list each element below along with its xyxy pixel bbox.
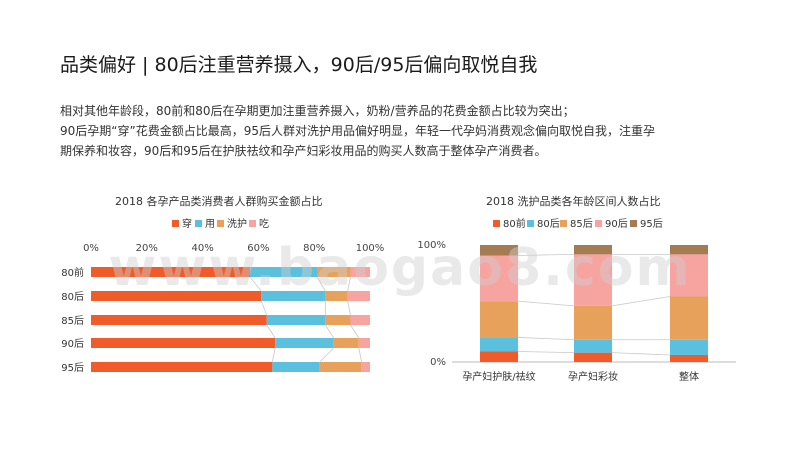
series-connector (517, 337, 575, 341)
column-segment (574, 305, 612, 340)
legend-label: 85后 (570, 218, 593, 230)
series-connector (260, 300, 268, 316)
series-connector (347, 300, 351, 316)
series-connector (319, 347, 335, 363)
y-tick-label: 90后 (61, 338, 84, 350)
legend-swatch (217, 220, 224, 227)
column-segment (480, 301, 518, 338)
series-connector (249, 276, 262, 292)
page-title: 品类偏好 | 80后注重营养摄入，90后/95后偏向取悦自我 (60, 54, 538, 76)
column-segment (480, 255, 518, 302)
bar-segment (316, 267, 351, 277)
bar-segment (325, 291, 348, 301)
column-segment (670, 296, 708, 340)
series-connector (266, 324, 276, 339)
description-line: 90后孕期“穿”花费金额占比最高，95后人群对洗护用品偏好明显，年轻一代孕妈消费… (60, 124, 655, 138)
column-segment (574, 254, 612, 306)
series-connector (517, 300, 575, 307)
legend-label: 穿 (182, 217, 192, 230)
x-tick-label: 0% (83, 243, 99, 254)
legend-label: 80后 (537, 218, 560, 230)
column-segment (670, 339, 708, 355)
bar-segment (347, 291, 370, 301)
legend-swatch (560, 220, 567, 227)
bar-segment (91, 362, 273, 372)
series-connector (358, 347, 363, 363)
y-tick-label: 0% (430, 357, 446, 368)
column-segment (480, 245, 518, 256)
legend-swatch (493, 220, 500, 227)
series-connector (611, 352, 671, 356)
series-connector (350, 324, 360, 339)
series-connector (325, 324, 335, 339)
description-line: 期保养和妆容，90后和95后在护肤祛纹和孕产妇彩妆用品的购买人数高于整体孕产消费… (60, 144, 547, 158)
bar-segment (266, 315, 326, 325)
bar-segment (350, 315, 370, 325)
legend-swatch (249, 220, 256, 227)
bar-segment (325, 315, 351, 325)
x-tick-label: 整体 (679, 370, 699, 383)
column-segment (574, 339, 612, 353)
bar-segment (91, 291, 262, 301)
series-connector (347, 276, 351, 292)
bar-segment (250, 267, 317, 277)
series-connector (271, 347, 276, 363)
legend-label: 吃 (259, 217, 269, 230)
y-tick-label: 95后 (61, 362, 84, 374)
y-tick-label: 80前 (61, 266, 84, 279)
legend-swatch (595, 220, 602, 227)
column-segment (480, 337, 518, 352)
x-tick-label: 孕产妇护肤/祛纹 (462, 370, 535, 383)
column-segment (574, 245, 612, 255)
x-tick-label: 孕产妇彩妆 (568, 370, 618, 383)
series-connector (517, 351, 575, 354)
column-segment (574, 352, 612, 362)
series-connector (517, 253, 575, 256)
column-segment (670, 254, 708, 297)
legend-label: 80前 (503, 217, 526, 230)
bar-segment (272, 362, 320, 372)
x-tick-label: 20% (136, 243, 158, 254)
legend-swatch (195, 220, 202, 227)
x-tick-label: 60% (247, 243, 269, 254)
legend-label: 用 (205, 219, 215, 230)
x-tick-label: 40% (191, 243, 213, 254)
column-segment (670, 354, 708, 362)
bar-segment (261, 291, 326, 301)
page-description: 相对其他年龄段，80前和80后在孕期更加注重营养摄入，奶粉/营养品的花费金额占比… (60, 101, 655, 161)
bar-segment (361, 362, 370, 372)
series-connector (611, 296, 671, 307)
column-segment (480, 351, 518, 362)
bar-segment (358, 338, 370, 348)
y-tick-label: 85后 (61, 315, 84, 327)
bar-segment (350, 267, 370, 277)
bar-segment (91, 338, 276, 348)
legend-swatch (527, 220, 534, 227)
bar-segment (333, 338, 359, 348)
y-tick-label: 80后 (61, 291, 84, 303)
description-line: 相对其他年龄段，80前和80后在孕期更加注重营养摄入，奶粉/营养品的花费金额占比… (60, 104, 575, 118)
legend-swatch (172, 220, 179, 227)
column-segment (670, 245, 708, 255)
bar-segment (91, 267, 251, 277)
y-tick-label: 100% (417, 240, 446, 251)
chart1-title: 2018 各孕产品类消费者人群购买金额占比 (115, 195, 323, 208)
legend-label: 95后 (640, 218, 663, 230)
legend-label: 90后 (605, 218, 628, 230)
bar-segment (275, 338, 334, 348)
series-connector (316, 276, 326, 292)
legend-label: 洗护 (227, 217, 247, 230)
x-tick-label: 80% (303, 243, 325, 254)
bar-segment (319, 362, 362, 372)
watermark: www.baogao8.com (108, 238, 691, 298)
x-tick-label: 100% (356, 243, 385, 254)
chart2-title: 2018 洗护品类各年龄区间人数占比 (486, 195, 661, 208)
legend-swatch (630, 220, 637, 227)
bar-segment (91, 315, 267, 325)
